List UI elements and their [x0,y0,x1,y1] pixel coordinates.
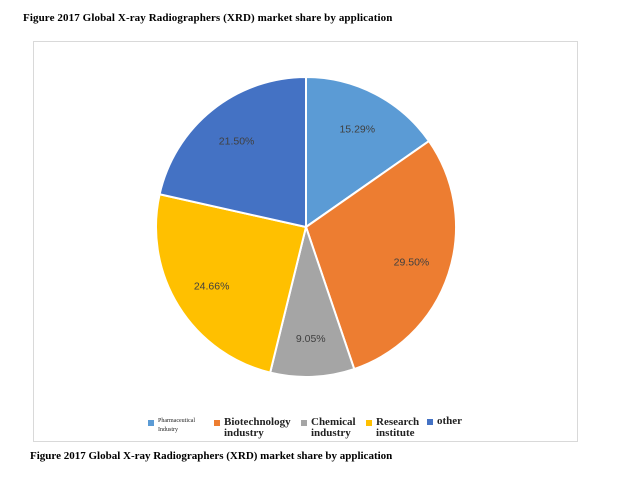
legend-item-pharmaceutical: Pharmaceutical Industry [148,417,195,435]
legend-swatch [366,420,372,426]
legend-item-research: Research institute [366,417,419,439]
chart-frame [33,41,578,442]
data-label: 21.50% [219,135,255,147]
legend-swatch [427,419,433,425]
legend-item-biotechnology: Biotechnology industry [214,417,291,439]
pie-labels: 15.29% 29.50% 9.05% 24.66% 21.50% [194,124,429,345]
data-label: 9.05% [296,333,326,345]
pie-slice-other [158,75,307,229]
legend-item-chemical: Chemical industry [301,417,356,439]
pie-slice-biotechnology-industry [304,139,457,371]
data-label: 29.50% [394,257,430,269]
legend-label: other [437,415,463,427]
legend-swatch [148,420,154,426]
legend-label: Research institute [376,416,420,439]
pie-slice-chemical-industry [268,223,356,378]
data-label: 24.66% [194,280,230,292]
legend-label: Biotechnology industry [224,416,291,439]
legend-item-other: other [427,416,462,427]
pie-slices [155,75,457,378]
pie-slice-pharmaceutical-industry [305,75,431,229]
legend-label: Chemical industry [311,416,356,439]
data-label: 15.29% [339,124,375,136]
legend-label: Pharmaceutical Industry [158,418,195,433]
legend-swatch [214,420,220,426]
legend-swatch [301,420,307,426]
figure-title: Figure 2017 Global X-ray Radiographers (… [23,12,393,24]
pie-slice-research-institute [155,193,308,374]
figure-caption: Figure 2017 Global X-ray Radiographers (… [30,450,393,462]
